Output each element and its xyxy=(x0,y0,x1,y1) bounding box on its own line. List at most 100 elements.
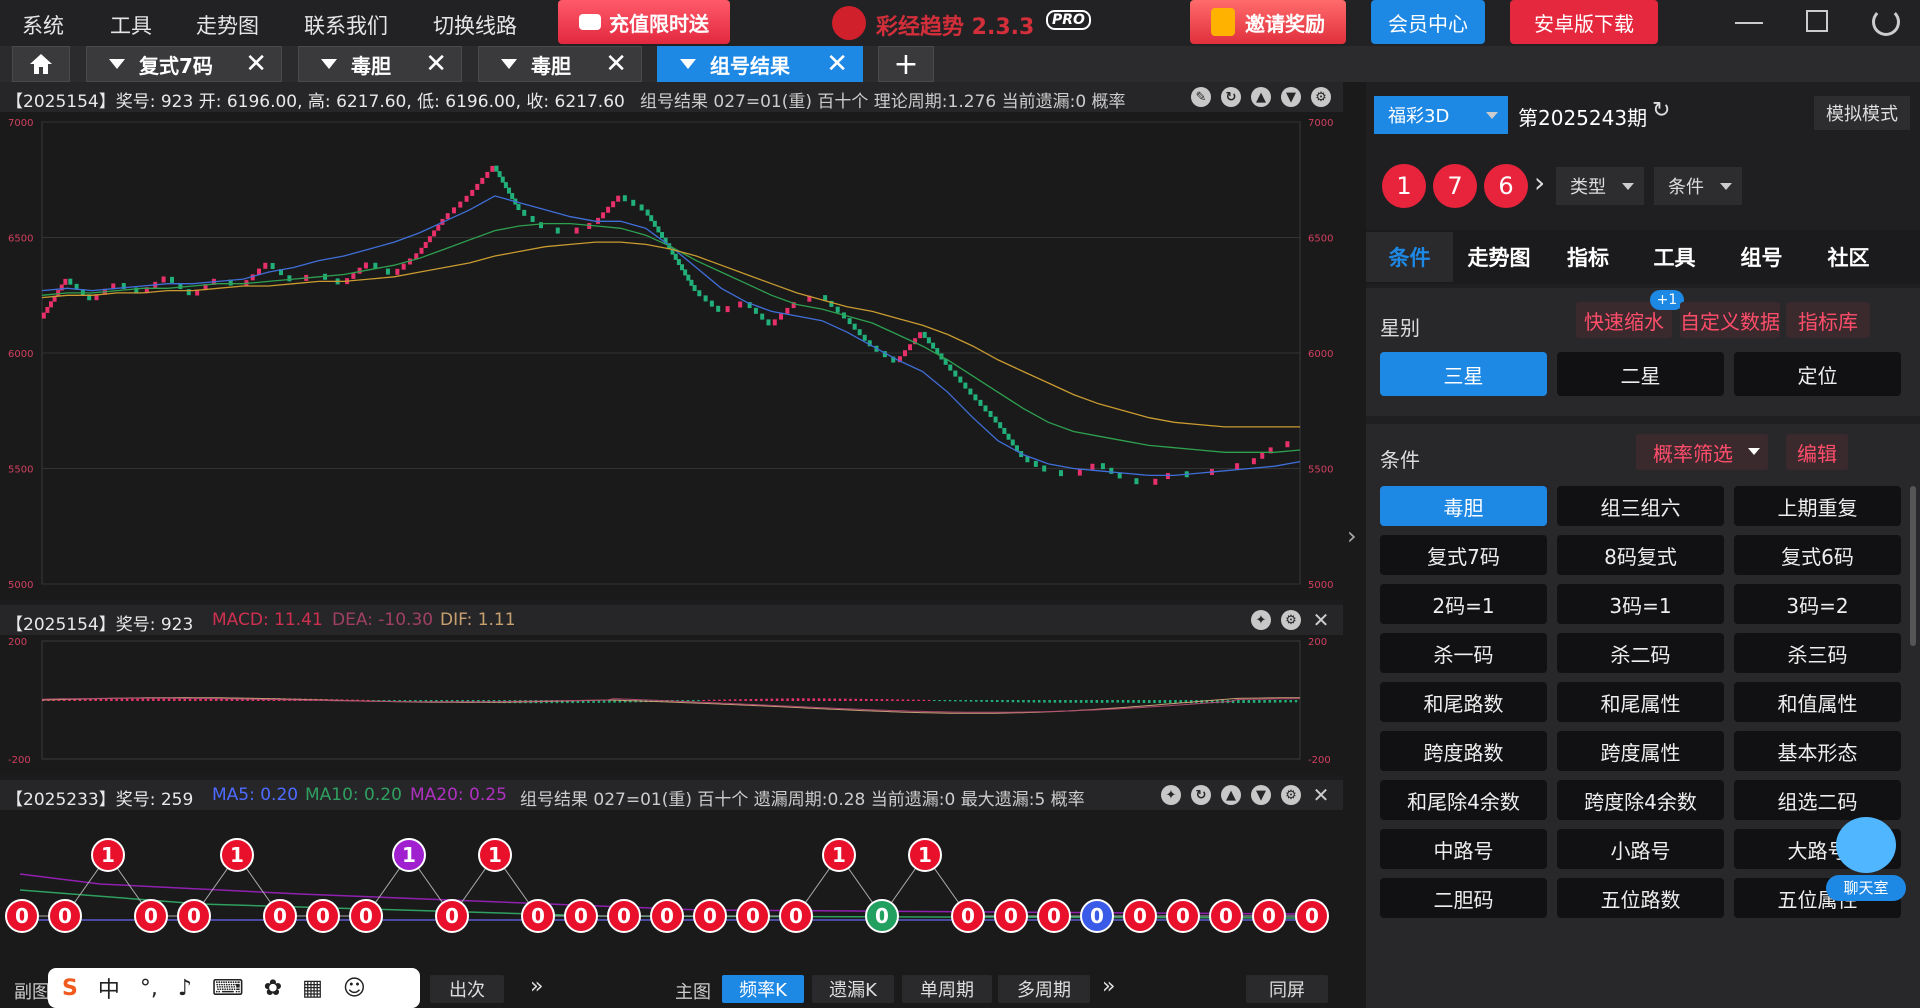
power-icon[interactable] xyxy=(1872,8,1900,36)
condition-item[interactable]: 2码=1 xyxy=(1380,584,1547,624)
condition-item[interactable]: 复式6码 xyxy=(1734,535,1901,575)
tab-dudan-2[interactable]: 毒胆 ✕ xyxy=(478,46,642,82)
condition-item[interactable]: 和值属性 xyxy=(1734,682,1901,722)
prob-filter-dropdown[interactable]: 概率筛选 xyxy=(1636,434,1768,470)
edit-icon[interactable]: ✎ xyxy=(1191,87,1211,107)
custom-data-button[interactable]: 自定义数据 xyxy=(1680,302,1780,338)
tab-grouping[interactable]: 组号 xyxy=(1740,246,1783,270)
menu-tools[interactable]: 工具 xyxy=(110,14,152,38)
same-screen-button[interactable]: 同屏 xyxy=(1246,975,1328,1003)
star-two-button[interactable]: 二星 xyxy=(1557,352,1724,396)
recharge-promo-button[interactable]: 充值限时送 xyxy=(558,0,730,44)
indicator-library-button[interactable]: 指标库 xyxy=(1786,302,1870,338)
menu-switch-line[interactable]: 切换线路 xyxy=(433,14,517,38)
mascot-icon[interactable]: ☺ xyxy=(342,975,366,1001)
condition-item[interactable]: 上期重复 xyxy=(1734,486,1901,526)
android-download-button[interactable]: 安卓版下载 xyxy=(1510,0,1658,44)
close-icon[interactable]: ✕ xyxy=(1312,783,1330,807)
condition-item[interactable]: 跨度除4余数 xyxy=(1557,780,1724,820)
star-three-button[interactable]: 三星 xyxy=(1380,352,1547,396)
chevron-right-icon[interactable]: › xyxy=(1534,166,1546,199)
freq-k-button[interactable]: 频率K xyxy=(722,975,804,1003)
close-icon[interactable]: ✕ xyxy=(1312,608,1330,632)
tab-dudan-1[interactable]: 毒胆 ✕ xyxy=(298,46,462,82)
tab-community[interactable]: 社区 xyxy=(1827,246,1870,270)
up-icon[interactable]: ▲ xyxy=(1251,87,1271,107)
pin-icon[interactable]: ✦ xyxy=(1251,610,1271,630)
collapse-arrow-icon[interactable]: › xyxy=(1347,522,1357,550)
ime-toolbar[interactable]: S 中 °, ♪ ⌨ ✿ ▦ ☺ xyxy=(48,968,420,1008)
settings-icon[interactable]: ⚙ xyxy=(1311,87,1331,107)
tab-fushi7[interactable]: 复式7码 ✕ xyxy=(86,46,282,82)
sub-chart-label[interactable]: 副图 xyxy=(14,982,50,1003)
more-icon[interactable]: » xyxy=(1102,974,1116,999)
tab-conditions[interactable]: 条件 xyxy=(1366,232,1453,282)
macd-chart-area[interactable]: 200 200 -200 -200 xyxy=(0,635,1343,775)
chat-room-button[interactable]: 聊天室 xyxy=(1826,817,1906,907)
more-icon[interactable]: » xyxy=(530,974,544,999)
restore-icon[interactable] xyxy=(1806,10,1828,32)
condition-item[interactable]: 跨度路数 xyxy=(1380,731,1547,771)
condition-item[interactable]: 杀二码 xyxy=(1557,633,1724,673)
condition-item[interactable]: 和尾路数 xyxy=(1380,682,1547,722)
condition-item[interactable]: 毒胆 xyxy=(1380,486,1547,526)
minimize-icon[interactable] xyxy=(1735,22,1763,24)
tab-tools[interactable]: 工具 xyxy=(1653,246,1696,270)
edit-button[interactable]: 编辑 xyxy=(1786,434,1848,470)
condition-item[interactable]: 二胆码 xyxy=(1380,878,1547,918)
skin-icon[interactable]: ✿ xyxy=(263,975,283,1001)
condition-item[interactable]: 组选二码 xyxy=(1734,780,1901,820)
grid-icon[interactable]: ▦ xyxy=(302,975,323,1001)
up-icon[interactable]: ▲ xyxy=(1221,785,1241,805)
invite-reward-button[interactable]: 邀请奖励 xyxy=(1190,0,1346,44)
close-icon[interactable]: ✕ xyxy=(425,49,447,79)
member-center-button[interactable]: 会员中心 xyxy=(1371,0,1485,44)
pin-icon[interactable]: ✦ xyxy=(1161,785,1181,805)
settings-icon[interactable]: ⚙ xyxy=(1281,610,1301,630)
home-tab[interactable] xyxy=(12,46,70,82)
refresh-icon[interactable]: ↻ xyxy=(1221,87,1241,107)
condition-item[interactable]: 杀三码 xyxy=(1734,633,1901,673)
condition-item[interactable]: 3码=1 xyxy=(1557,584,1724,624)
multi-period-button[interactable]: 多周期 xyxy=(998,975,1090,1003)
condition-item[interactable]: 组三组六 xyxy=(1557,486,1724,526)
settings-icon[interactable]: ⚙ xyxy=(1281,785,1301,805)
miss-k-button[interactable]: 遗漏K xyxy=(812,975,894,1003)
condition-item[interactable]: 小路号 xyxy=(1557,829,1724,869)
condition-item[interactable]: 3码=2 xyxy=(1734,584,1901,624)
refresh-icon[interactable]: ↻ xyxy=(1191,785,1211,805)
condition-item[interactable]: 跨度属性 xyxy=(1557,731,1724,771)
condition-item[interactable]: 基本形态 xyxy=(1734,731,1901,771)
menu-contact[interactable]: 联系我们 xyxy=(304,14,388,38)
condition-dropdown[interactable]: 条件 xyxy=(1654,167,1742,205)
refresh-icon[interactable]: ↻ xyxy=(1652,98,1671,123)
condition-item[interactable]: 8码复式 xyxy=(1557,535,1724,575)
simulation-mode-button[interactable]: 模拟模式 xyxy=(1814,96,1910,130)
condition-item[interactable]: 五位路数 xyxy=(1557,878,1724,918)
ime-mode-icon[interactable]: 中 xyxy=(97,978,120,1003)
menu-system[interactable]: 系统 xyxy=(22,14,64,38)
main-chart-area[interactable]: 7000 7000 6500 6500 6000 6000 5500 5500 5000 5000 xyxy=(0,112,1343,600)
star-position-button[interactable]: 定位 xyxy=(1734,352,1901,396)
freq-chart-area[interactable]: 0 0 1 0 0 1 0 0 0 1 0 1 0 0 0 0 0 0 0 1 0 1 0 0 0 0 0 0 0 0 0 xyxy=(0,810,1343,968)
scrollbar[interactable] xyxy=(1910,486,1916,646)
panel-divider[interactable]: › xyxy=(1343,82,1366,1008)
microphone-icon[interactable]: ♪ xyxy=(177,975,192,1001)
chuci-button[interactable]: 出次 xyxy=(430,975,504,1003)
close-icon[interactable]: ✕ xyxy=(245,49,267,79)
down-icon[interactable]: ▼ xyxy=(1281,87,1301,107)
tab-trend[interactable]: 走势图 xyxy=(1467,246,1531,270)
close-icon[interactable]: ✕ xyxy=(826,49,848,79)
lottery-select[interactable]: 福彩3D xyxy=(1374,96,1508,134)
punctuation-icon[interactable]: °, xyxy=(139,975,158,1001)
keyboard-icon[interactable]: ⌨ xyxy=(211,975,244,1001)
type-dropdown[interactable]: 类型 xyxy=(1556,167,1644,205)
single-period-button[interactable]: 单周期 xyxy=(902,975,992,1003)
tab-zuhao-result[interactable]: 组号结果 ✕ xyxy=(657,46,863,82)
condition-item[interactable]: 杀一码 xyxy=(1380,633,1547,673)
add-tab-button[interactable]: + xyxy=(878,46,934,82)
condition-item[interactable]: 中路号 xyxy=(1380,829,1547,869)
condition-item[interactable]: 复式7码 xyxy=(1380,535,1547,575)
down-icon[interactable]: ▼ xyxy=(1251,785,1271,805)
condition-item[interactable]: 和尾除4余数 xyxy=(1380,780,1547,820)
